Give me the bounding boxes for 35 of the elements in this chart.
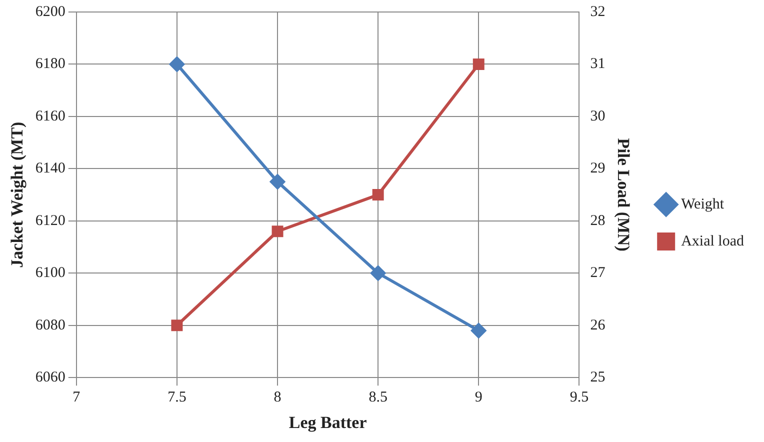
point (171, 320, 183, 332)
legend-label: Weight (681, 196, 725, 212)
x-axis-title: Leg Batter (288, 413, 368, 432)
y2-tick-label: 27 (590, 265, 606, 282)
point (370, 266, 386, 281)
point (272, 226, 284, 238)
y2-tick-label: 29 (590, 160, 606, 177)
point (169, 56, 184, 72)
y2-tick-label: 30 (590, 108, 606, 124)
y2-tick-label: 31 (590, 56, 606, 72)
y2-tick-label: 26 (590, 317, 606, 334)
point (372, 189, 384, 201)
x-tick-label: 8.5 (368, 390, 388, 406)
point (270, 174, 286, 190)
x-tick-label: 7.5 (168, 390, 186, 406)
y-tick-label: 6080 (35, 317, 66, 334)
y-tick-label: 6160 (35, 108, 66, 124)
x-tick-label: 9 (474, 390, 482, 406)
legend-label: Axial load (681, 233, 744, 250)
x-tick-label: 9.5 (570, 390, 589, 406)
y-tick-label: 6180 (35, 56, 66, 72)
y-tick-label: 6100 (35, 265, 66, 282)
point (471, 323, 486, 338)
y2-tick-label: 25 (590, 370, 606, 386)
y-tick-label: 6200 (35, 4, 66, 20)
y-tick-label: 6060 (35, 370, 66, 386)
y2-tick-label: 32 (590, 4, 606, 20)
x-tick-label: 8 (274, 390, 282, 406)
y-tick-label: 6140 (35, 160, 66, 177)
point (472, 58, 484, 70)
y2-tick-label: 28 (590, 212, 606, 229)
y2-axis-title: Pile Load (MN) (614, 138, 634, 252)
x-tick-label: 7 (72, 390, 81, 406)
y-axis-title: Jacket Weight (MT) (8, 122, 27, 268)
y-tick-label: 6120 (35, 212, 66, 229)
